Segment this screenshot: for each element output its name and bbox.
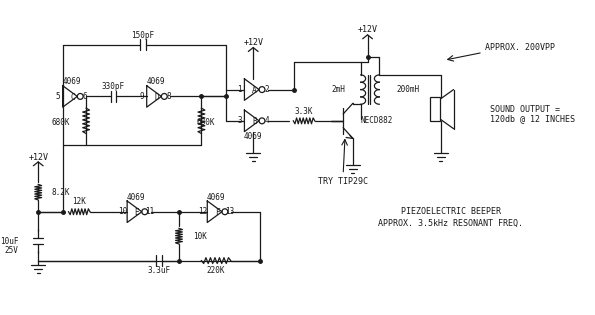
Text: 12: 12	[198, 207, 207, 216]
Text: 150pF: 150pF	[131, 31, 154, 40]
Text: 4069: 4069	[146, 77, 165, 86]
Text: D: D	[154, 93, 159, 102]
Text: TRY TIP29C: TRY TIP29C	[318, 177, 368, 186]
Text: +12V: +12V	[358, 26, 378, 34]
Text: APPROX. 200VPP: APPROX. 200VPP	[485, 43, 555, 52]
Text: 4: 4	[265, 116, 269, 125]
Text: 3: 3	[237, 116, 242, 125]
Text: SOUND OUTPUT =: SOUND OUTPUT =	[490, 105, 560, 114]
Text: 220K: 220K	[207, 266, 226, 275]
Text: 4069: 4069	[127, 192, 145, 202]
Text: 8: 8	[167, 92, 171, 101]
Text: C: C	[70, 93, 75, 102]
Text: 2: 2	[265, 85, 269, 94]
Text: +12V: +12V	[243, 38, 263, 47]
Text: 13: 13	[225, 207, 234, 216]
Text: 680K: 680K	[196, 118, 215, 127]
Text: 680K: 680K	[52, 118, 70, 127]
Text: PIEZOELECTRIC BEEPER: PIEZOELECTRIC BEEPER	[400, 207, 500, 216]
Text: B: B	[252, 117, 256, 126]
Text: APPROX. 3.5kHz RESONANT FREQ.: APPROX. 3.5kHz RESONANT FREQ.	[378, 219, 523, 228]
Text: +12V: +12V	[28, 152, 48, 162]
Text: 10: 10	[118, 207, 127, 216]
Text: 1: 1	[237, 85, 242, 94]
Text: 8.2K: 8.2K	[52, 188, 70, 197]
Text: 25V: 25V	[5, 246, 18, 255]
Text: F: F	[215, 208, 220, 217]
Text: 6: 6	[83, 92, 87, 101]
Text: 3.3K: 3.3K	[295, 106, 314, 116]
Text: 5: 5	[55, 92, 60, 101]
Text: 11: 11	[145, 207, 154, 216]
Text: A: A	[252, 86, 256, 95]
Text: 10uF: 10uF	[0, 237, 18, 246]
Text: 120db @ 12 INCHES: 120db @ 12 INCHES	[490, 114, 575, 123]
Bar	[430, 97, 440, 121]
Text: 3.3uF: 3.3uF	[148, 266, 171, 275]
Text: E: E	[134, 208, 139, 217]
Text: 9: 9	[139, 92, 144, 101]
Text: 12K: 12K	[73, 198, 86, 206]
Text: 4069: 4069	[62, 77, 81, 86]
Text: 2mH: 2mH	[331, 85, 345, 94]
Text: 4069: 4069	[207, 192, 226, 202]
Text: 200mH: 200mH	[397, 85, 420, 94]
Text: 4069: 4069	[244, 132, 262, 141]
Text: 330pF: 330pF	[102, 82, 125, 91]
Text: NECD882: NECD882	[361, 116, 393, 125]
Text: 10K: 10K	[193, 232, 206, 241]
